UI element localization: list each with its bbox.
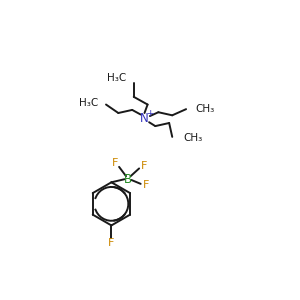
Text: F: F xyxy=(143,180,149,190)
Text: CH₃: CH₃ xyxy=(195,104,214,114)
Text: H₃C: H₃C xyxy=(107,73,126,83)
Text: F: F xyxy=(112,158,119,168)
Text: F: F xyxy=(107,238,114,248)
Text: N: N xyxy=(140,112,149,125)
Text: CH₃: CH₃ xyxy=(183,134,202,143)
Text: H₃C: H₃C xyxy=(79,98,98,108)
Text: +: + xyxy=(146,109,154,118)
Text: B: B xyxy=(124,173,132,186)
Text: F: F xyxy=(141,161,147,171)
